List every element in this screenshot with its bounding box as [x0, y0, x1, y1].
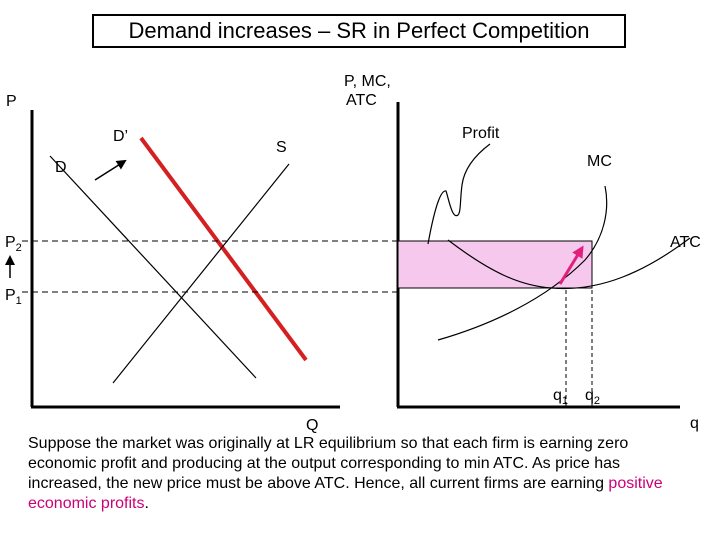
demand-curve-original — [49, 155, 257, 379]
quantity-label-q1: q1 — [553, 387, 568, 407]
profit-label: Profit — [462, 125, 500, 142]
supply-curve — [112, 163, 290, 384]
market-x-axis-label: Q — [306, 417, 318, 434]
demand-curve-new — [139, 136, 308, 362]
quantity-label-q2: q2 — [585, 387, 600, 407]
price-label-p2: P2 — [5, 234, 22, 254]
firm-x-axis-label: q — [690, 415, 699, 432]
firm-y-axis-label: P, MC, ATC — [344, 73, 395, 109]
mc-curve — [437, 185, 608, 341]
supply-label: S — [276, 139, 287, 156]
caption-text: Suppose the market was originally at LR … — [28, 435, 629, 492]
profit-pointer — [427, 143, 491, 245]
demand-shift-arrow — [94, 159, 127, 181]
output-increase-arrow — [558, 245, 584, 285]
caption: Suppose the market was originally at LR … — [28, 434, 678, 514]
caption-end: . — [144, 495, 149, 512]
market-y-axis-label: P — [6, 93, 17, 110]
mc-label: MC — [587, 153, 612, 170]
demand-original-label: D — [55, 159, 67, 176]
caption-highlight: positive economic profits — [28, 475, 663, 512]
demand-new-label: D’ — [113, 128, 128, 145]
slide-title-text: Demand increases – SR in Perfect Competi… — [128, 18, 590, 43]
slide-title: Demand increases – SR in Perfect Competi… — [92, 14, 626, 48]
atc-label: ATC — [670, 234, 701, 251]
price-label-p1: P1 — [5, 287, 22, 307]
